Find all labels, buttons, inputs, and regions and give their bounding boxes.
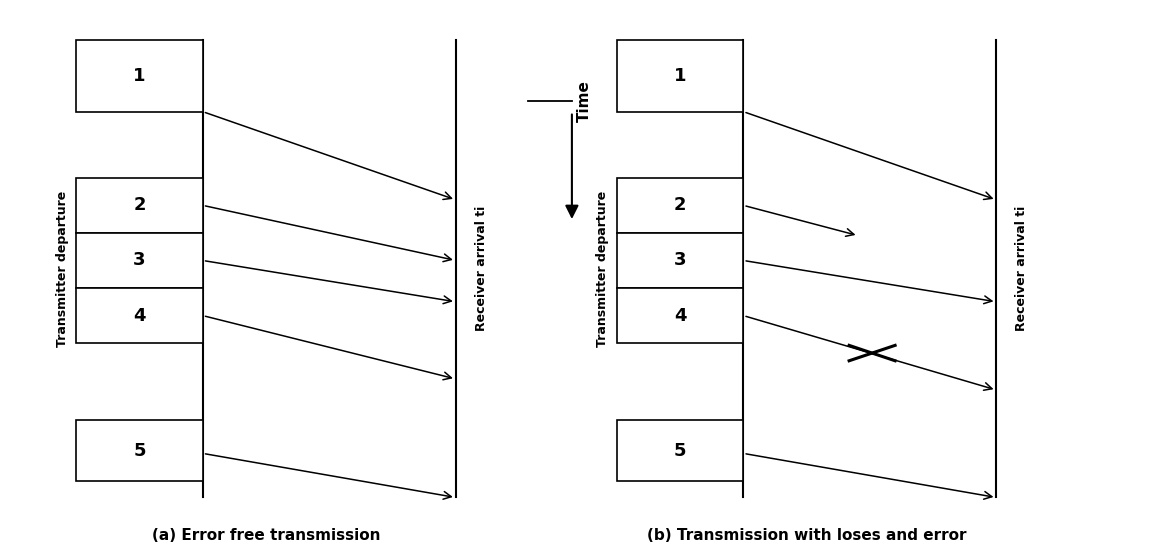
Text: (a) Error free transmission: (a) Error free transmission <box>152 528 380 543</box>
Text: 5: 5 <box>673 442 686 460</box>
Bar <box>76 420 203 481</box>
Text: (b) Transmission with loses and error: (b) Transmission with loses and error <box>647 528 966 543</box>
Text: Time: Time <box>576 80 591 121</box>
Bar <box>76 40 203 112</box>
Bar <box>617 288 744 343</box>
Text: 2: 2 <box>133 196 145 214</box>
Text: 1: 1 <box>673 67 686 85</box>
Text: Receiver arrival ti: Receiver arrival ti <box>1015 206 1028 331</box>
Bar <box>617 420 744 481</box>
Bar <box>76 288 203 343</box>
Text: Receiver arrival ti: Receiver arrival ti <box>475 206 488 331</box>
Text: 4: 4 <box>673 306 686 325</box>
Text: 3: 3 <box>673 252 686 269</box>
Bar <box>617 40 744 112</box>
Bar <box>76 178 203 233</box>
Text: Transmitter departure: Transmitter departure <box>596 191 610 347</box>
Text: 2: 2 <box>673 196 686 214</box>
Bar <box>617 233 744 288</box>
Text: 3: 3 <box>133 252 145 269</box>
Bar <box>617 178 744 233</box>
Text: 1: 1 <box>133 67 145 85</box>
Text: Transmitter departure: Transmitter departure <box>55 191 69 347</box>
Text: 4: 4 <box>133 306 145 325</box>
Text: 5: 5 <box>133 442 145 460</box>
Bar <box>76 233 203 288</box>
